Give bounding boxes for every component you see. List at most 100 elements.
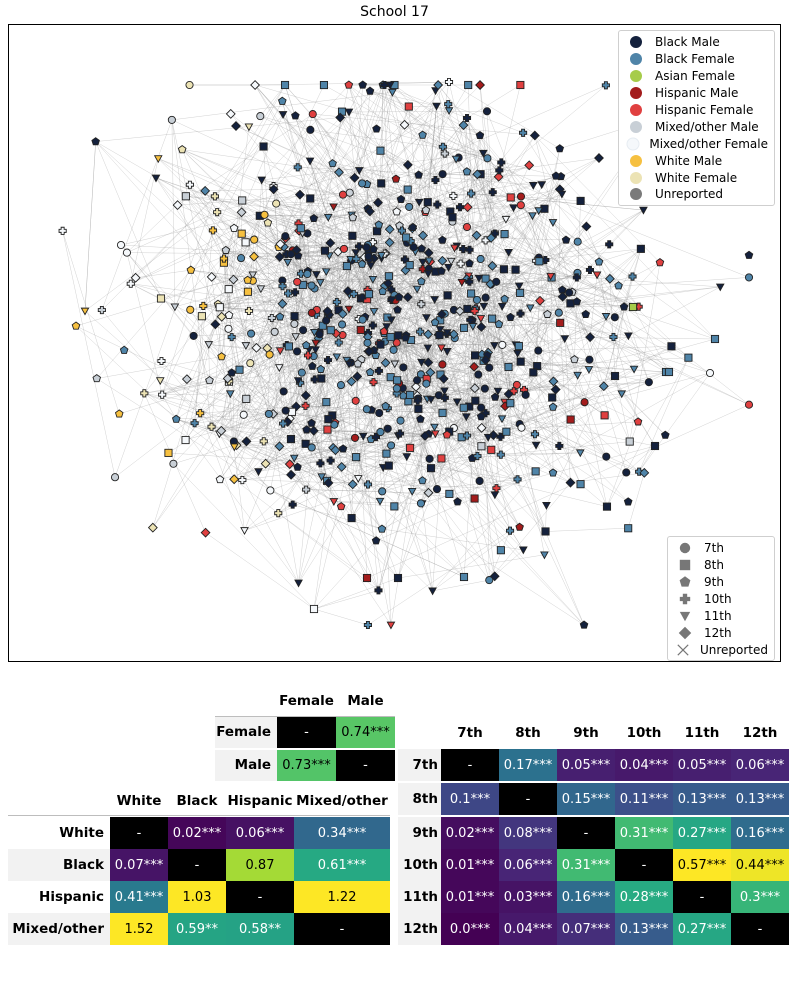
network-node (290, 312, 299, 321)
network-node (350, 433, 360, 442)
network-node (555, 441, 564, 450)
legend-entry: 11th (674, 608, 768, 625)
network-node (551, 171, 561, 180)
network-node (330, 445, 341, 456)
network-node (467, 189, 476, 198)
network-node (306, 194, 315, 203)
column-header: Black (176, 793, 218, 809)
network-node (467, 289, 476, 298)
table-cell: - (557, 817, 615, 849)
network-node (156, 294, 166, 303)
network-node (338, 330, 347, 340)
network-node (480, 384, 489, 393)
network-node (372, 124, 381, 133)
network-node (248, 271, 258, 280)
network-node (293, 347, 302, 356)
diamond-icon (674, 626, 696, 640)
network-node (362, 573, 372, 583)
network-node (215, 475, 225, 484)
network-node (639, 206, 648, 215)
network-node (222, 373, 233, 384)
table-cell: 0.17*** (499, 749, 557, 781)
network-node (459, 572, 469, 582)
network-node (501, 215, 511, 224)
legend-label: Mixed/other Male (655, 119, 759, 134)
network-node (130, 272, 141, 283)
network-node (412, 285, 422, 294)
network-node (334, 167, 344, 178)
network-node (430, 430, 440, 439)
network-node (256, 285, 266, 294)
network-node (91, 137, 100, 146)
network-node (381, 401, 390, 410)
legend-marker-icon (625, 137, 641, 151)
network-node (405, 202, 414, 211)
grade-legend: 7th 8th 9th 10th 11th 12th Unreported (667, 536, 775, 662)
network-node (355, 242, 364, 251)
network-node (238, 476, 247, 485)
table-cell: 0.05*** (557, 749, 615, 781)
network-node (445, 489, 454, 498)
table-cell: 0.06*** (499, 849, 557, 881)
network-node (307, 418, 316, 427)
network-node (650, 441, 660, 451)
row-header: 11th (403, 889, 438, 905)
network-node (167, 115, 176, 124)
network-node (197, 312, 206, 321)
legend-label: White Female (655, 170, 738, 185)
network-node (490, 342, 499, 350)
table-cell: 0.87 (226, 849, 294, 881)
network-node (363, 338, 372, 347)
network-node (299, 326, 308, 335)
network-node (440, 387, 449, 396)
network-node (338, 190, 348, 199)
network-node (342, 261, 351, 271)
network-node (322, 398, 331, 407)
network-node (243, 287, 252, 296)
network-node (469, 361, 480, 372)
table-cell: 0.41*** (110, 881, 168, 913)
network-node (116, 240, 126, 250)
network-node (388, 88, 397, 97)
network-node (514, 282, 524, 291)
network-node (628, 272, 637, 281)
network-node (556, 318, 565, 327)
network-node (448, 329, 459, 340)
network-node (270, 327, 279, 336)
network-node (465, 245, 474, 254)
network-node (462, 167, 472, 176)
network-node (548, 393, 557, 402)
network-node (293, 163, 302, 172)
network-node (344, 80, 354, 89)
network-node (705, 368, 715, 378)
table-cell: 0.04*** (499, 913, 557, 945)
table-cell: 0.03*** (499, 881, 557, 913)
network-node (416, 499, 425, 508)
network-node (515, 522, 524, 531)
network-node (200, 185, 211, 196)
column-header: White (116, 793, 162, 809)
network-node (474, 370, 483, 379)
network-node (277, 96, 287, 105)
network-node (435, 331, 444, 340)
legend-marker-icon (625, 52, 647, 66)
network-node (581, 221, 592, 232)
network-node (416, 327, 425, 336)
network-node (294, 579, 303, 588)
table-cell: 0.61*** (294, 849, 390, 881)
network-node (336, 381, 346, 390)
network-node (396, 194, 406, 204)
network-node (598, 381, 609, 392)
network-node (384, 272, 393, 281)
network-node (504, 248, 513, 257)
network-node (329, 203, 338, 212)
network-node (309, 328, 319, 337)
network-node (389, 345, 398, 354)
network-node (481, 293, 490, 302)
network-node (293, 462, 302, 471)
network-node (243, 275, 252, 284)
network-node (293, 377, 303, 386)
network-node (317, 473, 327, 482)
row-header: Mixed/other (12, 921, 104, 937)
network-node (247, 329, 256, 338)
